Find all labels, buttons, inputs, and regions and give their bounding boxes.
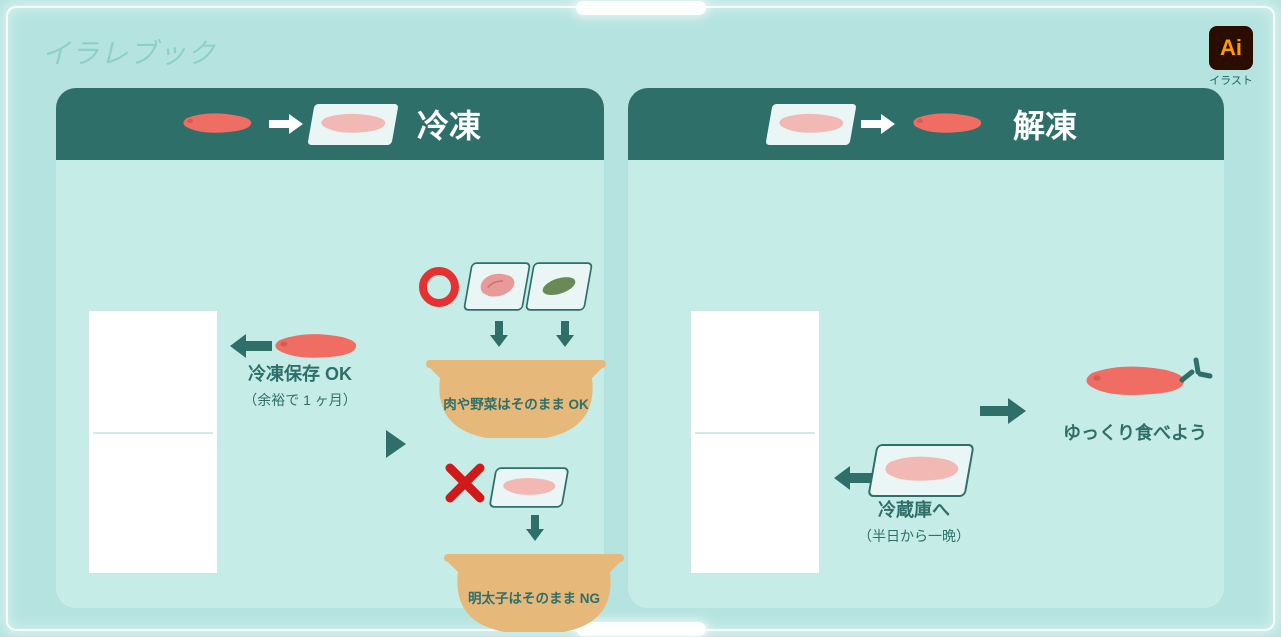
pot-ng: 明太子はそのまま NG bbox=[444, 544, 624, 636]
site-title: イラレブック bbox=[42, 32, 216, 72]
arrow-down-icon bbox=[490, 321, 508, 352]
pot-ok-text: 肉や野菜はそのまま OK bbox=[443, 379, 589, 413]
panel-freeze: 冷凍 冷凍保存 OK （余裕で 1 ヶ月） bbox=[56, 88, 604, 608]
thaw-caption-sub: （半日から一晩） bbox=[834, 526, 994, 546]
panel-freeze-header: 冷凍 bbox=[56, 88, 604, 160]
panel-thaw-title: 解凍 bbox=[1013, 101, 1077, 147]
pot-ok: 肉や野菜はそのまま OK bbox=[426, 350, 606, 442]
freeze-ng-block: 明太子はそのまま NG bbox=[444, 462, 634, 636]
ai-icon-text: Ai bbox=[1220, 35, 1242, 61]
wrapped-mentaiko-icon bbox=[317, 108, 389, 141]
panel-freeze-title: 冷凍 bbox=[417, 101, 481, 147]
wrapped-mentaiko-icon bbox=[775, 108, 847, 141]
mentaiko-icon bbox=[179, 108, 255, 141]
ng-mark-icon bbox=[444, 462, 486, 513]
arrow-down-icon bbox=[526, 528, 544, 545]
wrapped-vegetable-icon bbox=[536, 267, 582, 305]
arrow-right-icon bbox=[980, 398, 1026, 429]
play-triangle-icon bbox=[386, 430, 406, 458]
mentaiko-icon bbox=[1080, 360, 1190, 405]
panel-thaw: 解凍 冷蔵庫へ （半日から一晩） bbox=[628, 88, 1224, 608]
eat-text: ゆっくり食べよう bbox=[1040, 419, 1230, 445]
freeze-caption-sub: （余裕で 1 ヶ月） bbox=[230, 390, 370, 410]
pot-ng-text: 明太子はそのまま NG bbox=[468, 573, 600, 607]
panel-thaw-content: 冷蔵庫へ （半日から一晩） ゆっくり食べよう bbox=[628, 160, 1224, 608]
wrapped-mentaiko-icon bbox=[499, 473, 558, 503]
arrow-down-icon bbox=[556, 321, 574, 352]
arrow-left-icon bbox=[230, 334, 272, 363]
wrapped-meat-icon bbox=[474, 267, 520, 305]
illustrator-badge[interactable]: Ai イラスト bbox=[1209, 26, 1253, 88]
wrapped-mentaiko-icon bbox=[880, 450, 962, 491]
freeze-caption-text: 冷凍保存 OK bbox=[230, 360, 370, 386]
thaw-caption-text: 冷蔵庫へ bbox=[834, 496, 994, 522]
ai-icon: Ai bbox=[1209, 26, 1253, 70]
frame-tab-top bbox=[576, 1, 706, 15]
sparkle-icon bbox=[1176, 352, 1216, 397]
freeze-ok-block: 肉や野菜はそのまま OK bbox=[416, 264, 616, 442]
panel-thaw-header: 解凍 bbox=[628, 88, 1224, 160]
panel-freeze-content: 冷凍保存 OK （余裕で 1 ヶ月） bbox=[56, 160, 604, 608]
fridge-icon bbox=[88, 310, 218, 574]
ok-mark-icon bbox=[416, 264, 462, 319]
thaw-caption: 冷蔵庫へ （半日から一晩） bbox=[834, 496, 994, 546]
ai-badge-label: イラスト bbox=[1209, 72, 1253, 88]
arrow-right-icon bbox=[861, 114, 895, 134]
arrow-right-icon bbox=[269, 114, 303, 134]
fridge-icon bbox=[690, 310, 820, 574]
freeze-caption: 冷凍保存 OK （余裕で 1 ヶ月） bbox=[230, 360, 370, 410]
mentaiko-icon bbox=[909, 108, 985, 141]
